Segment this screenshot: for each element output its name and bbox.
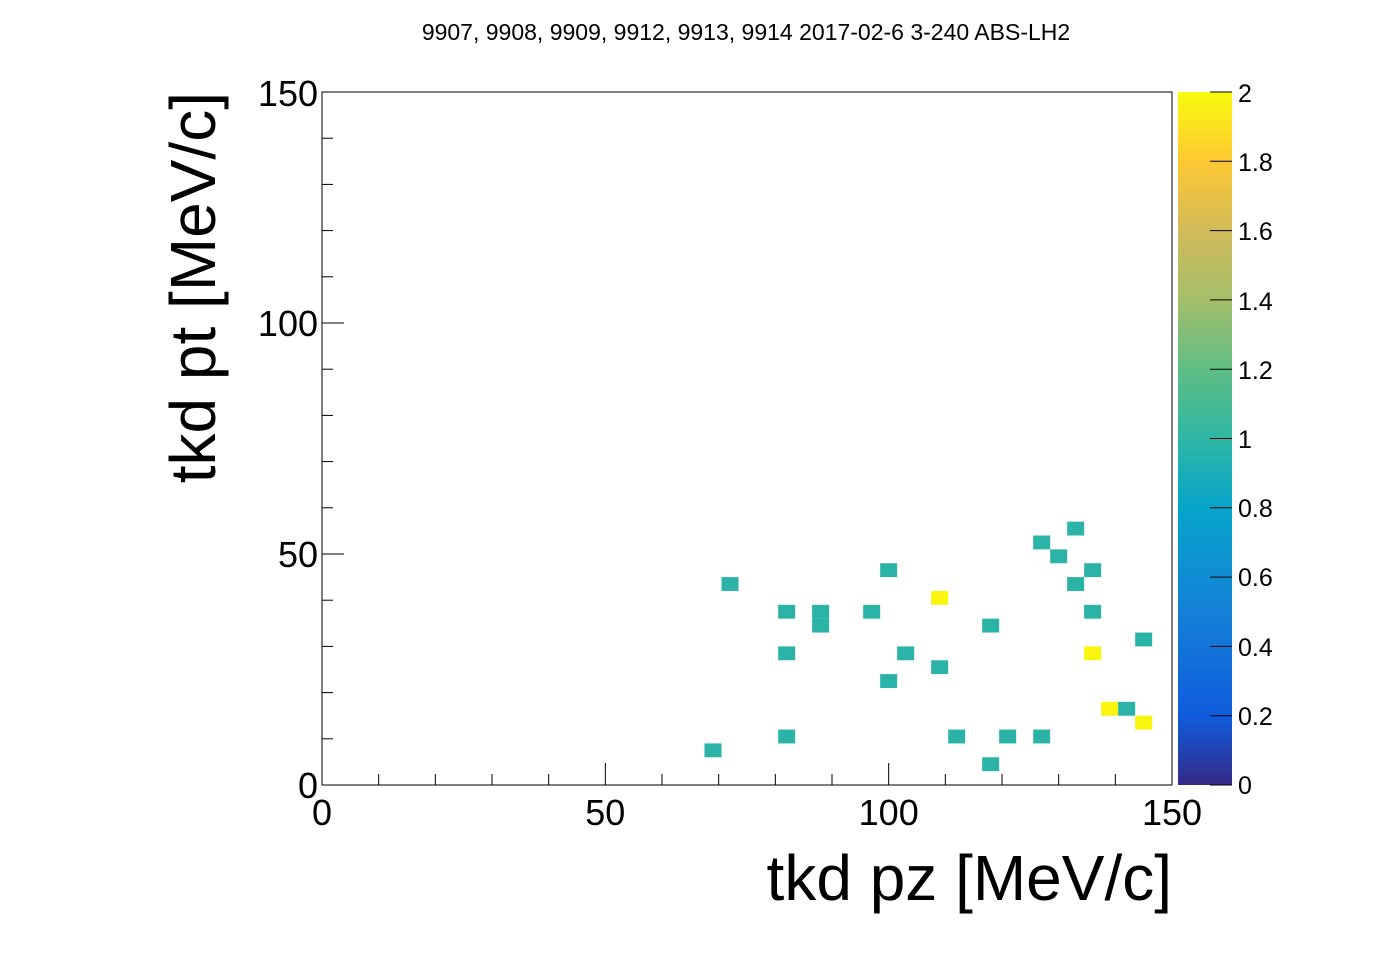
colorbar-tick-label: 0.8: [1238, 495, 1273, 523]
heatmap-bin: [1118, 701, 1136, 716]
y-tick-label: 150: [258, 73, 318, 114]
heatmap-bin: [1101, 701, 1119, 716]
heatmap-bin: [982, 618, 1000, 633]
heatmap-bin: [812, 604, 830, 619]
heatmap-bin: [1084, 563, 1102, 578]
y-axis-ticks: [322, 91, 344, 786]
heatmap-bin: [1135, 632, 1153, 647]
heatmap-bin: [778, 729, 796, 744]
heatmap-bin: [778, 604, 796, 619]
heatmap-bin: [1067, 521, 1085, 536]
colorbar-tick-label: 1.4: [1238, 288, 1273, 316]
x-axis-title: tkd pz [MeV/c]: [767, 842, 1172, 914]
x-tick-label: 0: [312, 792, 332, 833]
y-tick-label: 50: [278, 534, 318, 575]
heatmap-bin: [999, 729, 1017, 744]
x-axis-ticks: [321, 763, 1173, 785]
heatmap-bin: [1067, 577, 1085, 591]
colorbar-tick-label: 2: [1238, 80, 1252, 108]
x-tick-label: 150: [1142, 792, 1202, 833]
heatmap-bin: [1135, 715, 1153, 730]
heatmap-bin: [880, 563, 898, 578]
heatmap-bin: [812, 618, 830, 633]
heatmap-bin: [1084, 604, 1102, 619]
heatmap-bin: [982, 757, 1000, 772]
colorbar-tick-label: 0.4: [1238, 634, 1273, 662]
heatmap-bin: [931, 660, 949, 675]
y-tick-label: 100: [258, 303, 318, 344]
colorbar-tick-label: 1.8: [1238, 149, 1273, 177]
heatmap-bin: [1033, 535, 1051, 550]
heatmap-bin: [778, 646, 796, 661]
colorbar-ticks: [1210, 91, 1232, 786]
colorbar-tick-labels: 0 0.2 0.4 0.6 0.8 1 1.2 1.4 1.6 1.8 2: [1238, 80, 1273, 800]
heatmap-bin: [1033, 729, 1051, 744]
x-tick-label: 50: [585, 792, 625, 833]
heatmap-bin: [948, 729, 966, 744]
y-axis-title: tkd pt [MeV/c]: [157, 92, 229, 483]
y-axis-tick-labels: 0 50 100 150: [258, 73, 318, 806]
colorbar-tick-label: 1.6: [1238, 218, 1273, 246]
y-tick-label: 0: [298, 765, 318, 806]
heatmap-bins: [704, 521, 1153, 772]
chart-title: 9907, 9908, 9909, 9912, 9913, 9914 2017-…: [422, 19, 1070, 45]
heatmap-bin: [880, 674, 898, 688]
heatmap-bin: [931, 590, 949, 605]
x-tick-label: 100: [859, 792, 919, 833]
colorbar-tick-label: 0.6: [1238, 564, 1273, 592]
heatmap-bin: [721, 577, 739, 591]
heatmap-bin: [1050, 549, 1068, 564]
heatmap-bin: [897, 646, 915, 661]
heatmap-bin: [704, 743, 722, 758]
colorbar-tick-label: 1.2: [1238, 357, 1273, 385]
x-axis-tick-labels: 0 50 100 150: [312, 792, 1202, 833]
plot-frame: [321, 91, 1173, 786]
colorbar-tick-label: 0: [1238, 772, 1252, 800]
colorbar-tick-label: 0.2: [1238, 703, 1273, 731]
colorbar-tick-label: 1: [1238, 426, 1252, 454]
heatmap-bin: [863, 604, 881, 619]
heatmap-bin: [1084, 646, 1102, 661]
